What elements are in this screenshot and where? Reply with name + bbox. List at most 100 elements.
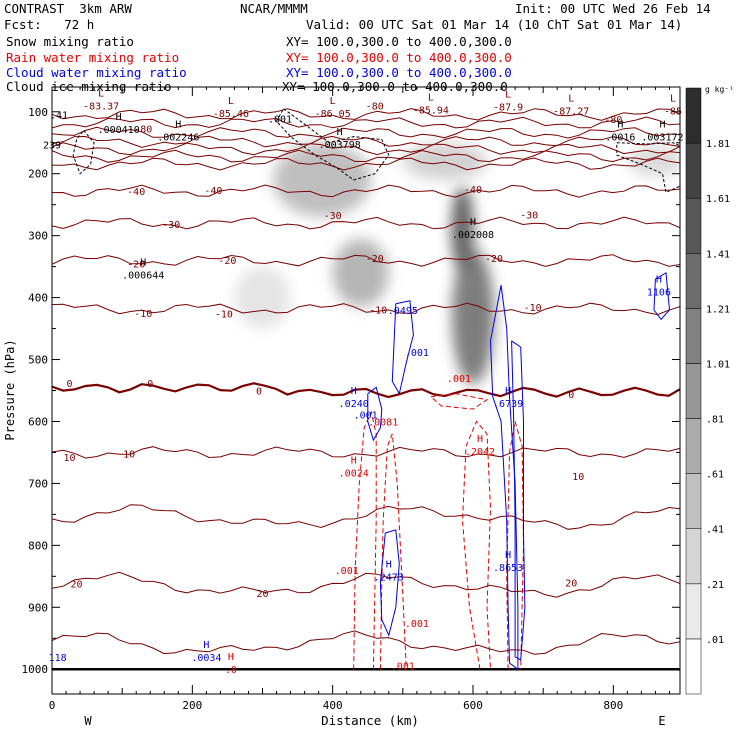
rain-water-value: .0024: [339, 468, 369, 479]
isotherm-label: -10: [134, 309, 152, 320]
cloud-water-value: .2473: [374, 572, 404, 583]
isotherm-label: -80: [604, 115, 622, 126]
cloud-water-high-marker: H: [505, 386, 511, 397]
cloud-ice-contour: [616, 142, 680, 194]
colorbar-label: 1.01: [706, 359, 730, 370]
isotherm-label: 0: [568, 390, 574, 401]
cloud-water-contour: [511, 340, 526, 661]
x-tick-label: 200: [182, 699, 202, 712]
y-tick-label: 800: [28, 539, 48, 552]
cloud-water-value: 118: [49, 653, 67, 664]
isotherm: [52, 254, 680, 267]
temperature-low-marker: L: [505, 90, 511, 101]
snow-shading-blob: [332, 238, 389, 307]
colorbar-box: [685, 473, 702, 529]
isotherm: [52, 157, 680, 171]
cloud-ice-value: .003798: [319, 140, 361, 151]
snow-shading-blob: [402, 142, 488, 180]
colorbar-label: .61: [706, 470, 724, 481]
isotherm-label: -40: [464, 185, 482, 196]
snow-shading-blob: [627, 145, 680, 177]
header-org: NCAR/MMMM: [240, 1, 308, 16]
west-label: W: [84, 714, 92, 728]
cloud-ice-value: .002246: [157, 133, 199, 144]
field-xy-rain: XY= 100.0,300.0 to 400.0,300.0: [286, 50, 512, 65]
isotherm-label: 20: [565, 579, 577, 590]
colorbar-box: [685, 363, 702, 419]
header-valid: Valid: 00 UTC Sat 01 Mar 14 (10 ChT Sat …: [306, 17, 683, 32]
isotherm-label: -80: [134, 124, 152, 135]
colorbar-unit: g kg⁻¹: [705, 85, 734, 94]
cloud-ice-value: .000644: [122, 271, 164, 282]
temperature-low-marker: L: [670, 93, 676, 104]
isotherm-label: 10: [123, 450, 135, 461]
isotherm: [52, 142, 680, 156]
isotherm-label: -30: [162, 220, 180, 231]
x-tick-label: 600: [463, 699, 483, 712]
isotherm-label: -10: [524, 303, 542, 314]
field-name-rain: Rain water mixing ratio: [6, 50, 180, 65]
colorbar-label: 1.81: [706, 139, 730, 150]
header-fcst: Fcst: 72 h: [4, 17, 95, 32]
colorbar-box: [685, 528, 702, 585]
isotherm: [52, 504, 680, 530]
isotherm-label: -80: [366, 102, 384, 113]
colorbar-box: [685, 308, 702, 364]
y-tick-label: 100: [28, 106, 48, 119]
isotherm-label: -30: [324, 211, 342, 222]
temperature-low-value: -85.94: [413, 106, 449, 117]
header-init: Init: 00 UTC Wed 26 Feb 14: [515, 1, 711, 16]
snow-shading-blob: [451, 248, 495, 385]
header-model: CONTRAST 3km ARW: [4, 1, 132, 16]
cloud-water-value: .8653: [493, 563, 523, 574]
temperature-low-marker: L: [228, 96, 234, 107]
isotherm-label: -10: [215, 310, 233, 321]
cloud-ice-high-marker: H: [337, 127, 343, 138]
colorbar-box: [685, 638, 702, 695]
colorbar-label: 1.21: [706, 304, 730, 315]
cloud-ice-high-marker: H: [617, 120, 623, 131]
x-tick-label: 800: [603, 699, 623, 712]
x-axis-label: Distance (km): [321, 713, 419, 728]
isotherm: [52, 184, 680, 198]
colorbar-label: .01: [706, 635, 724, 646]
cloud-ice-high-marker: H: [140, 258, 146, 269]
cloud-ice-value: .001: [268, 115, 292, 126]
isotherm: [52, 571, 680, 598]
isotherm-label: 0: [256, 387, 262, 398]
colorbar-label: 1.41: [706, 249, 730, 260]
cloud-ice-high-marker: H: [659, 120, 665, 131]
snow-shading-blob: [234, 266, 291, 329]
isotherm-label: 20: [256, 589, 268, 600]
isotherm: [52, 630, 680, 655]
rain-water-contour: [461, 420, 492, 670]
colorbar-box: [685, 418, 702, 474]
colorbar-box: [685, 197, 702, 254]
cloud-ice-value: .41: [50, 110, 68, 121]
cloud-water-value: .001: [354, 411, 378, 422]
colorbar-box: [685, 142, 702, 199]
rain-water-contour: [379, 433, 407, 670]
rain-water-value: .0081: [368, 417, 398, 428]
isotherm-label: -20: [218, 256, 236, 267]
cloud-ice-value: .003172: [641, 133, 683, 144]
isotherm: [52, 216, 680, 230]
temperature-low-marker: L: [568, 93, 574, 104]
temperature-low-marker: L: [330, 96, 336, 107]
rain-water-contour: [506, 421, 525, 670]
y-axis-label: Pressure (hPa): [3, 339, 17, 440]
isotherm: [52, 135, 680, 148]
cloud-ice-high-marker: H: [175, 120, 181, 131]
rain-water-contour: [353, 410, 377, 670]
cloud-water-contour: [379, 529, 400, 637]
isotherm: [52, 446, 680, 459]
rain-water-high-marker: H: [351, 455, 357, 466]
isotherm: [52, 116, 680, 129]
isotherm-label: 10: [64, 453, 76, 464]
x-tick-label: 400: [323, 699, 343, 712]
isotherm-label: 0: [147, 379, 153, 390]
rain-water-high-marker: H: [228, 652, 234, 663]
field-name-snow: Snow mixing ratio: [6, 34, 134, 49]
isotherm-label: 20: [71, 580, 83, 591]
